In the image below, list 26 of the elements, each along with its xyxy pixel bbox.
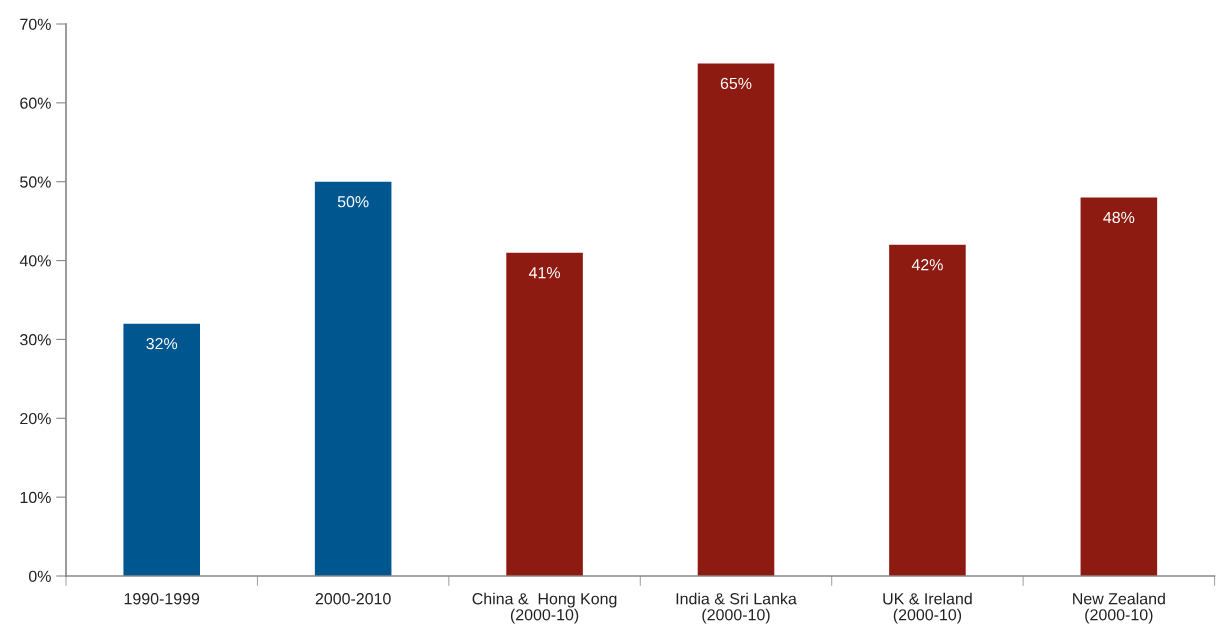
x-tick-label: China & Hong Kong (2000-10) — [472, 592, 617, 624]
bar — [697, 63, 775, 576]
data-label: 65% — [720, 77, 752, 90]
data-label: 50% — [337, 196, 369, 208]
x-tick-label: 1990-1999 — [124, 593, 200, 605]
x-tick-label: India & Sri Lanka (2000-10) — [676, 592, 797, 624]
data-label: 42% — [911, 259, 943, 271]
bar — [314, 181, 392, 576]
y-tick-label: 70% — [20, 18, 51, 30]
y-tick-label: 10% — [20, 491, 51, 504]
bar — [123, 323, 200, 576]
y-tick-label: 0% — [28, 570, 51, 582]
data-label: 41% — [528, 267, 560, 279]
data-label: 48% — [1103, 211, 1135, 224]
bar — [889, 244, 966, 576]
x-tick-label: 2000-2010 — [315, 593, 391, 605]
bar — [1080, 197, 1158, 576]
x-tick-label: New Zealand (2000-10) — [1073, 592, 1165, 624]
x-tick-label: UK & Ireland (2000-10) — [883, 592, 972, 624]
y-tick-label: 50% — [20, 176, 51, 188]
y-tick-label: 30% — [20, 334, 51, 346]
data-label: 32% — [146, 337, 178, 350]
y-tick-label: 40% — [19, 255, 51, 267]
y-tick-label: 60% — [20, 97, 51, 109]
bar — [506, 252, 583, 576]
y-tick-label: 20% — [20, 412, 51, 425]
